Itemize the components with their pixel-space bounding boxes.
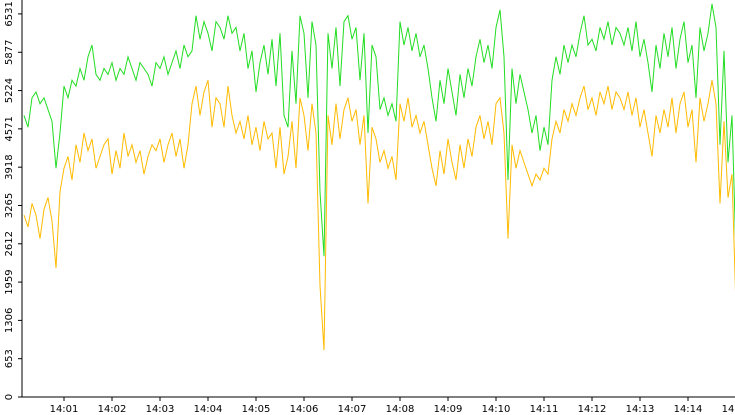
y-tick-label: 5877 — [4, 40, 15, 65]
y-tick-label: 2612 — [4, 231, 15, 256]
x-tick-label: 14:03 — [146, 404, 175, 415]
x-tick-label: 14:07 — [338, 404, 367, 415]
y-tick-label: 5224 — [4, 78, 15, 103]
series-line — [23, 80, 735, 351]
x-tick-label: 14:13 — [626, 404, 655, 415]
y-tick-label: 6531 — [4, 1, 15, 26]
y-tick-label: 3265 — [4, 193, 15, 218]
x-tick-label: 14:05 — [242, 404, 271, 415]
series-line — [23, 3, 735, 257]
y-tick-label: 1959 — [4, 269, 15, 294]
y-tick-label: 1306 — [4, 308, 15, 333]
x-tick-label: 14:14 — [674, 404, 703, 415]
y-tick-label: 4571 — [4, 116, 15, 141]
y-tick-label: 0 — [4, 394, 15, 400]
y-tick-label: 653 — [4, 349, 15, 368]
x-tick-label: 14:12 — [578, 404, 607, 415]
x-tick-label: 14:15 — [722, 404, 735, 415]
x-tick-label: 14:10 — [482, 404, 511, 415]
x-tick-label: 14:01 — [50, 404, 79, 415]
x-tick-label: 14:06 — [290, 404, 319, 415]
x-tick-label: 14:04 — [194, 404, 223, 415]
x-tick-label: 14:11 — [530, 404, 559, 415]
x-tick-label: 14:08 — [386, 404, 415, 415]
x-tick-label: 14:02 — [98, 404, 127, 415]
y-tick-label: 3918 — [4, 154, 15, 179]
x-tick-label: 14:09 — [434, 404, 463, 415]
